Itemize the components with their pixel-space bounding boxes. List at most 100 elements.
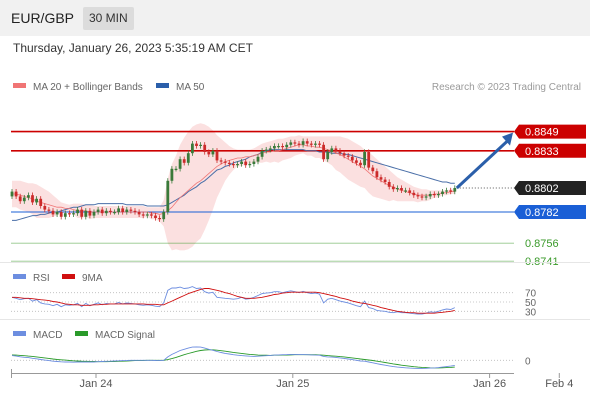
candle xyxy=(285,144,289,148)
candle xyxy=(264,149,268,151)
support-level-label: 0.8782 xyxy=(525,207,559,219)
candle xyxy=(125,209,129,212)
candle xyxy=(100,209,104,214)
candle xyxy=(211,150,215,155)
candle xyxy=(191,143,194,154)
candle xyxy=(441,191,444,194)
candle xyxy=(305,141,309,144)
header-bar: EUR/GBP 30 MIN xyxy=(0,0,590,36)
candle xyxy=(383,179,387,182)
candle xyxy=(207,152,211,155)
timeframe-button[interactable]: 30 MIN xyxy=(83,7,134,30)
candle xyxy=(215,150,219,161)
resistance-label-box xyxy=(514,143,586,158)
candle xyxy=(35,198,38,203)
projection-arrowhead xyxy=(502,132,513,146)
x-tick-label: Jan 24 xyxy=(79,378,112,390)
candle xyxy=(289,142,293,145)
candle xyxy=(145,214,149,216)
legend-label: MACD Signal xyxy=(95,330,155,341)
candle xyxy=(63,213,67,217)
candle xyxy=(158,218,161,220)
candle xyxy=(400,188,403,191)
candle xyxy=(227,162,231,164)
candle xyxy=(350,156,354,161)
candle xyxy=(240,161,243,164)
candle xyxy=(84,210,88,217)
candle xyxy=(428,194,432,197)
candle xyxy=(117,208,120,212)
candle xyxy=(76,209,79,214)
candle xyxy=(133,210,137,212)
legend-swatch xyxy=(13,83,26,88)
rsi-line xyxy=(11,286,455,315)
chart-datetime: Thursday, January 26, 2023 5:35:19 AM CE… xyxy=(13,41,253,55)
rsi-ma-line xyxy=(12,288,455,314)
candle xyxy=(355,160,358,163)
legend-label: 9MA xyxy=(82,273,103,284)
candle xyxy=(437,194,440,196)
candle xyxy=(55,212,59,215)
symbol-title: EUR/GBP xyxy=(11,10,75,26)
candle xyxy=(203,144,207,152)
resistance-level-label: 0.8849 xyxy=(525,127,559,139)
rsi-tick-label: 70 xyxy=(525,289,537,300)
legend-label: RSI xyxy=(33,273,50,284)
x-tick-label: Jan 26 xyxy=(473,378,506,390)
legend-swatch xyxy=(62,274,75,279)
candle xyxy=(150,214,153,216)
candle xyxy=(301,141,305,145)
candle xyxy=(297,143,301,145)
candle xyxy=(121,208,125,212)
resistance-label-box xyxy=(514,124,586,139)
candle xyxy=(31,195,34,203)
rsi-tick-label: 50 xyxy=(525,298,537,309)
candle xyxy=(318,143,321,145)
candle xyxy=(51,210,55,215)
legend-label: MA 50 xyxy=(176,82,205,93)
candle xyxy=(88,210,92,216)
rsi-tick-label: 30 xyxy=(525,307,537,318)
candle xyxy=(59,212,63,217)
candle xyxy=(252,161,256,164)
candle xyxy=(232,164,235,166)
candle xyxy=(141,214,145,216)
candle xyxy=(391,186,395,190)
candle xyxy=(14,191,18,197)
candle xyxy=(322,144,325,160)
candle xyxy=(420,196,424,198)
current-level-label: 0.8802 xyxy=(525,183,559,195)
candle xyxy=(314,143,317,145)
candle xyxy=(424,196,428,198)
candle xyxy=(68,213,71,215)
candle xyxy=(277,146,280,148)
candle xyxy=(375,171,379,178)
legend-swatch xyxy=(13,331,26,336)
candle xyxy=(27,195,30,198)
candle xyxy=(104,210,108,214)
candle xyxy=(178,159,182,169)
candle xyxy=(412,192,416,196)
candle xyxy=(182,159,186,163)
candle xyxy=(96,209,100,212)
candle xyxy=(326,152,330,160)
candle xyxy=(186,153,190,163)
candle xyxy=(416,195,420,197)
candle xyxy=(236,164,239,166)
candle xyxy=(346,155,350,157)
candle xyxy=(47,209,51,211)
candle xyxy=(268,148,272,150)
candle xyxy=(404,190,407,192)
legend-label: MACD xyxy=(33,330,62,341)
candle xyxy=(248,164,252,166)
candle xyxy=(379,177,383,180)
candle xyxy=(256,156,260,162)
legend-swatch xyxy=(156,83,169,88)
support-label-box xyxy=(514,205,586,219)
candle xyxy=(371,167,375,172)
candle xyxy=(154,215,157,218)
candle xyxy=(39,198,43,206)
candle xyxy=(367,152,371,168)
candle xyxy=(223,161,227,163)
